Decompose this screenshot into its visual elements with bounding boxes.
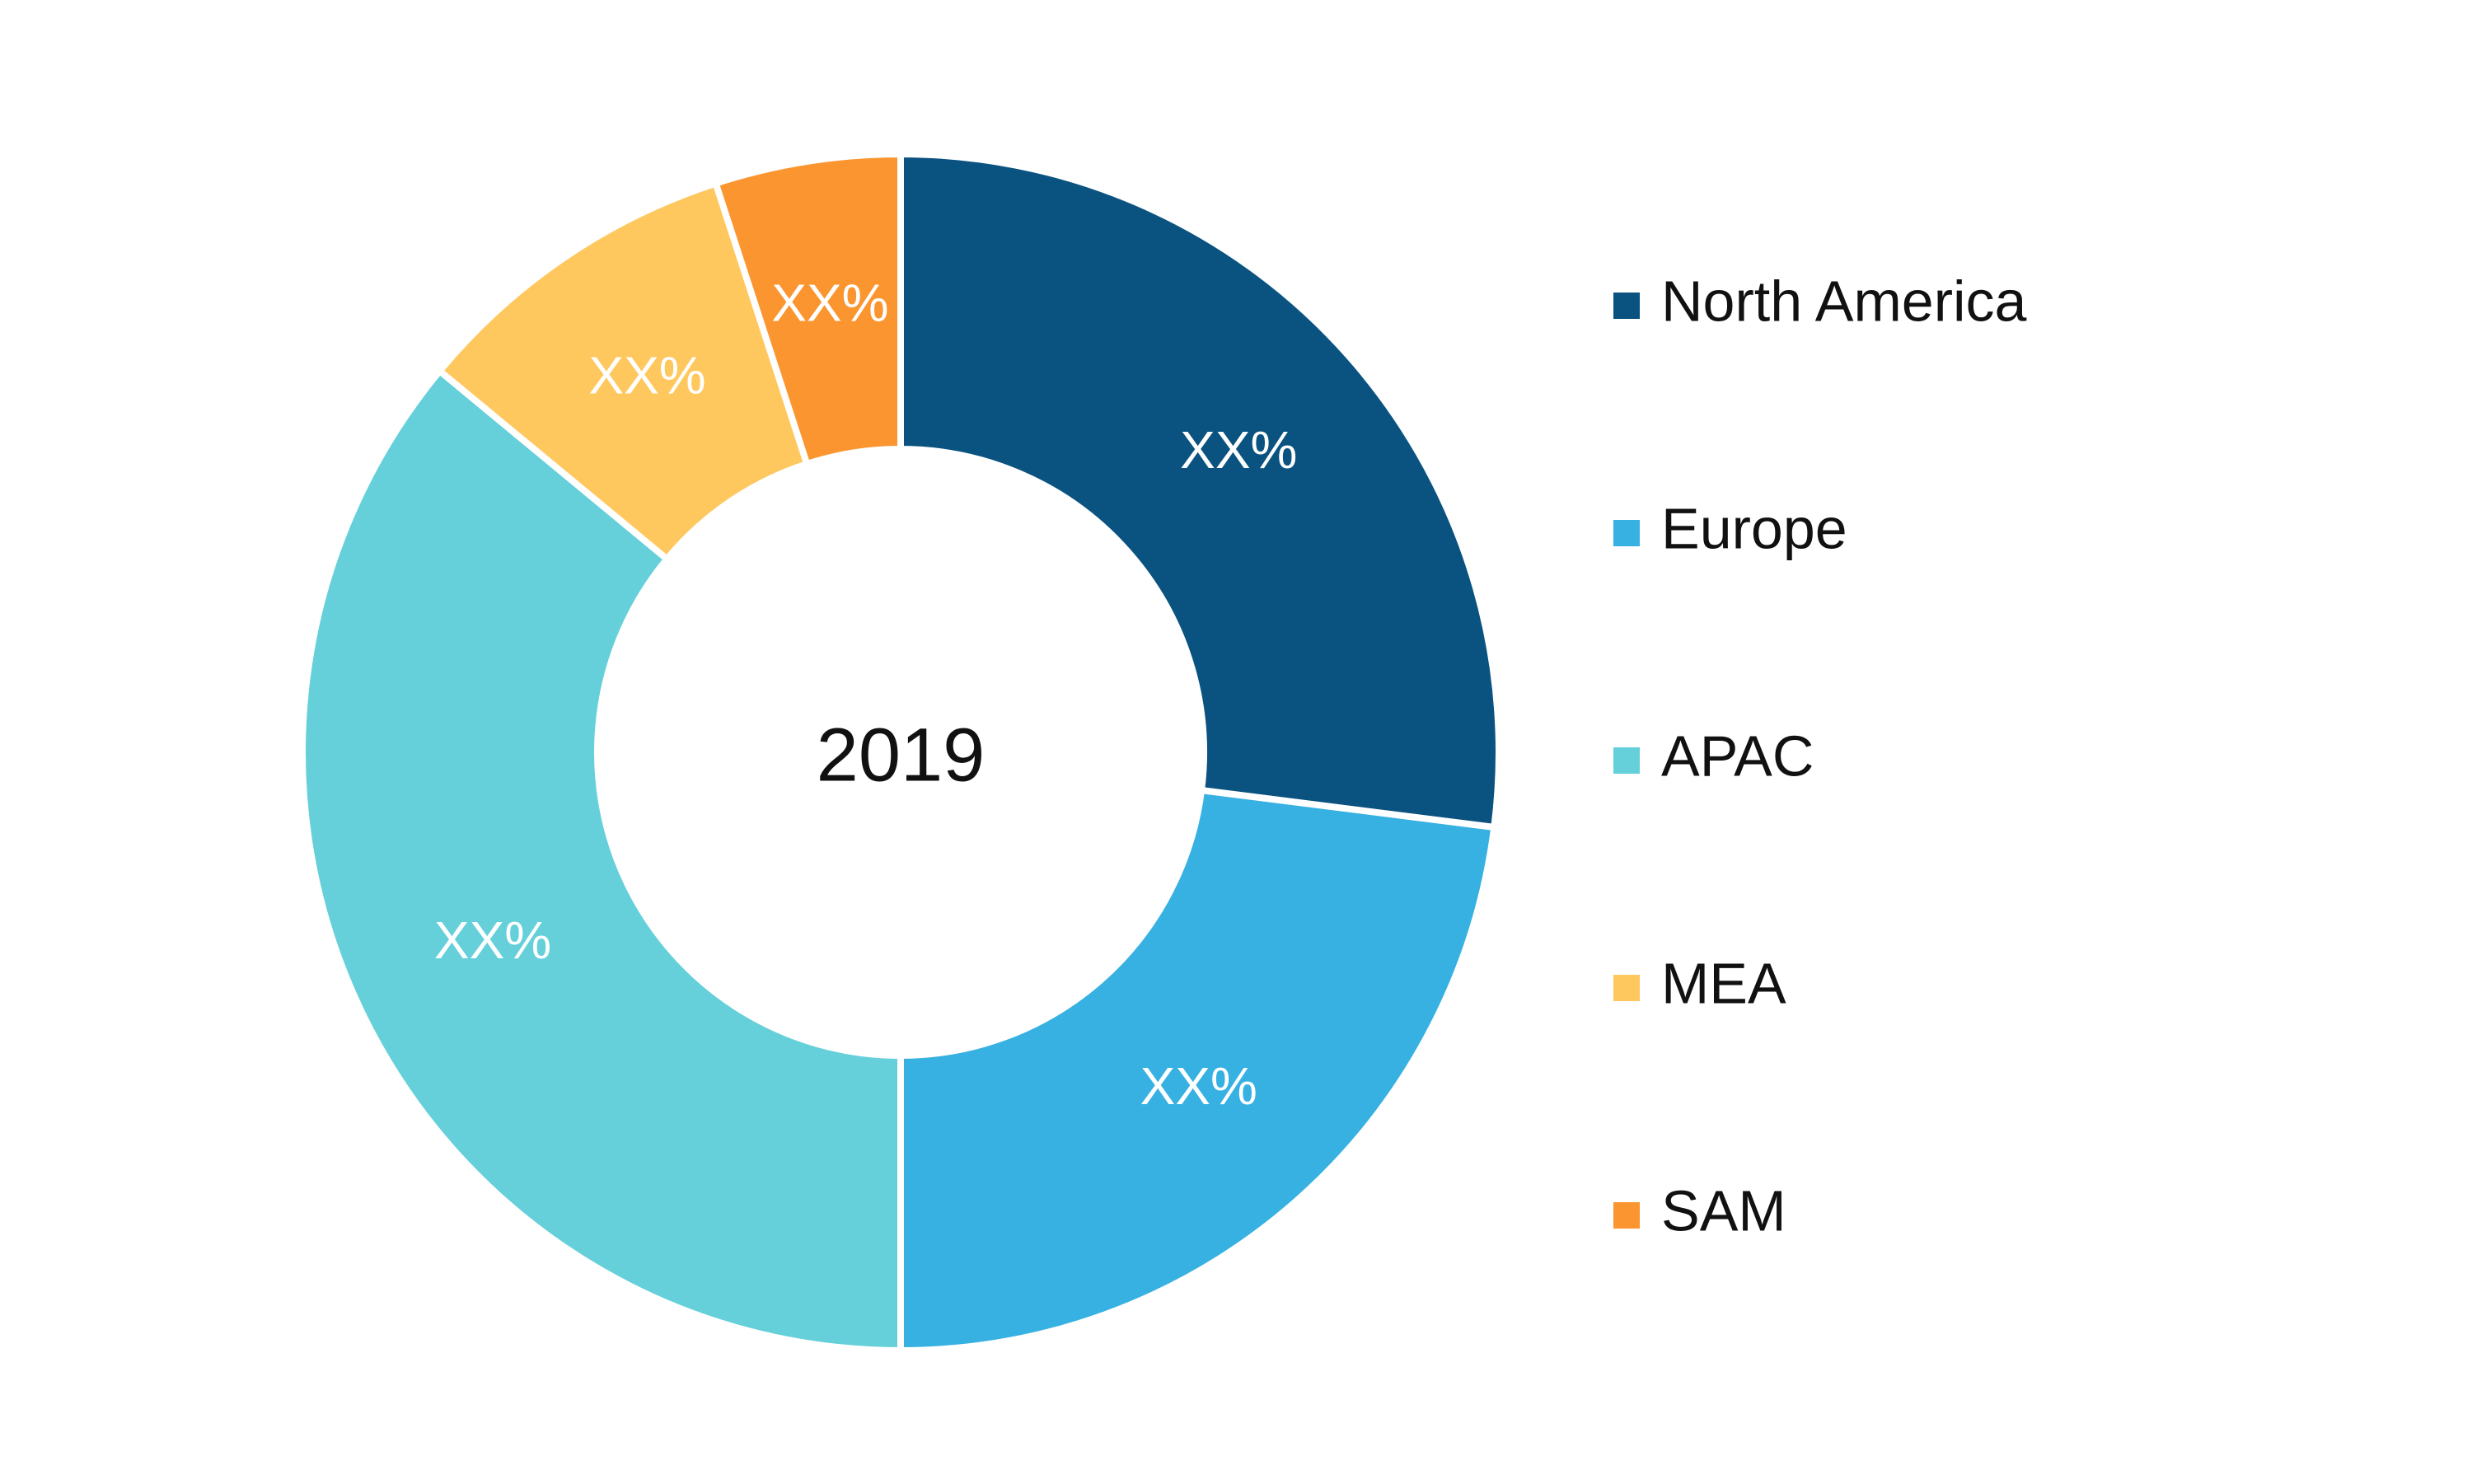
legend-label: North America [1661, 269, 2027, 333]
value-label: XX% [588, 345, 705, 405]
value-label: XX% [1180, 420, 1297, 480]
value-label: XX% [434, 911, 551, 970]
legend-label: Europe [1661, 496, 1847, 560]
legend-swatch [1613, 1202, 1640, 1229]
slice [711, 150, 904, 469]
value-label: XX% [1140, 1056, 1257, 1116]
legend-swatch [1613, 520, 1640, 546]
center-label: 2019 [817, 713, 986, 797]
legend-label: MEA [1661, 951, 1786, 1015]
legend-label: SAM [1661, 1178, 1786, 1243]
slice [897, 150, 1503, 831]
slice [299, 366, 904, 1355]
legend-label: APAC [1661, 723, 1814, 788]
slice [897, 786, 1498, 1355]
legend-swatch [1613, 747, 1640, 774]
slice [434, 179, 812, 564]
value-label: XX% [771, 274, 888, 333]
legend-swatch [1613, 975, 1640, 1001]
legend-swatch [1613, 293, 1640, 319]
